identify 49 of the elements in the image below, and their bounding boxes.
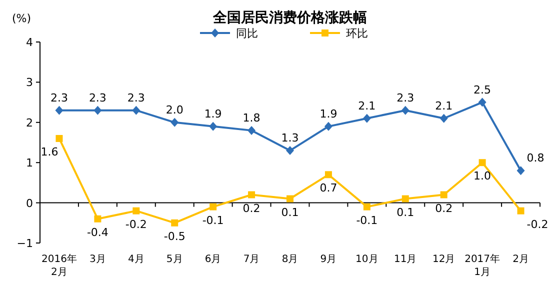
x-tick-label: 2016年 2月 bbox=[42, 253, 77, 278]
data-label: -0.2 bbox=[125, 218, 147, 231]
data-label: 2.1 bbox=[435, 99, 453, 112]
data-label: -0.4 bbox=[86, 226, 108, 239]
x-tick-label: 5月 bbox=[166, 254, 183, 265]
legend-label: 同比 bbox=[236, 27, 258, 40]
data-label: -0.2 bbox=[526, 218, 548, 231]
data-label: 1.8 bbox=[242, 111, 260, 124]
x-tick-label: 2月 bbox=[512, 254, 529, 265]
data-label: 2.1 bbox=[358, 99, 376, 112]
data-label: 2.3 bbox=[396, 91, 414, 104]
data-label: 2.3 bbox=[127, 91, 145, 104]
y-tick-label: −1 bbox=[16, 237, 33, 250]
y-tick-label: 4 bbox=[26, 36, 33, 49]
data-label: 0.2 bbox=[435, 202, 453, 215]
data-label: -0.1 bbox=[356, 214, 378, 227]
x-tick-label: 12月 bbox=[432, 254, 456, 265]
data-label: 0.7 bbox=[320, 182, 338, 195]
x-tick-label: 10月 bbox=[356, 254, 378, 265]
data-label: 2.3 bbox=[88, 91, 106, 104]
y-tick-label: 1 bbox=[26, 156, 33, 170]
data-label: 0.8 bbox=[526, 152, 544, 165]
data-label: -0.1 bbox=[202, 214, 224, 227]
data-label: 1.9 bbox=[204, 107, 222, 120]
x-tick-label: 2017年 1月 bbox=[464, 253, 500, 278]
data-label: 0.1 bbox=[281, 206, 299, 219]
x-tick-label: 11月 bbox=[394, 254, 417, 265]
y-tick-label: 3 bbox=[26, 76, 33, 90]
x-tick-label: 7月 bbox=[243, 254, 260, 265]
y-tick-label: 0 bbox=[26, 196, 33, 210]
chart-title: 全国居民消费价格涨跌幅 bbox=[212, 10, 367, 26]
data-label: 2.5 bbox=[474, 83, 492, 96]
data-label: 2.3 bbox=[50, 91, 68, 104]
x-tick-label: 6月 bbox=[204, 254, 222, 265]
x-tick-label: 4月 bbox=[128, 254, 144, 265]
y-axis-title: (%) bbox=[12, 12, 32, 25]
legend-label: 环比 bbox=[346, 27, 368, 40]
y-tick-label: 2 bbox=[26, 116, 33, 130]
data-label: 0.1 bbox=[396, 206, 414, 219]
x-tick-label: 9月 bbox=[320, 254, 337, 265]
x-tick-label: 8月 bbox=[282, 254, 298, 265]
data-label: 1.9 bbox=[320, 107, 338, 120]
data-label: 1.0 bbox=[474, 170, 492, 183]
data-label: 1.3 bbox=[281, 132, 299, 145]
data-label: -0.5 bbox=[164, 230, 186, 243]
data-label: 2.0 bbox=[166, 103, 184, 116]
data-label: 0.2 bbox=[242, 202, 260, 215]
data-label: 1.6 bbox=[40, 145, 58, 158]
x-tick-label: 3月 bbox=[90, 254, 106, 265]
